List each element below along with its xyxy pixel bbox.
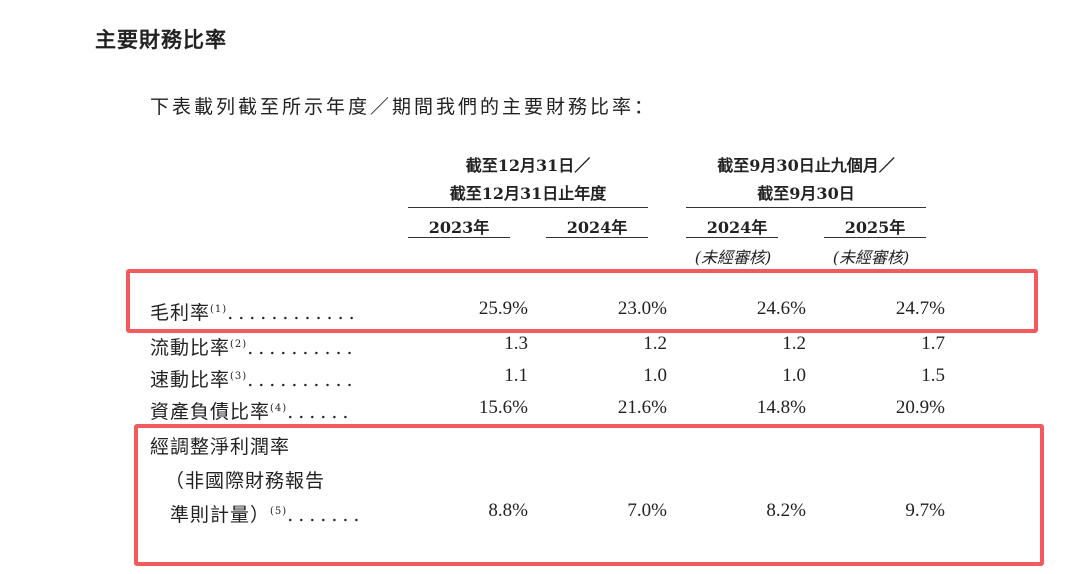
- table-cell: 25.9%: [478, 298, 528, 319]
- column-header: 2024年: [566, 218, 628, 237]
- intro-text: 下表載列截至所示年度／期間我們的主要財務比率：: [150, 96, 657, 118]
- column-header: 2024年: [706, 218, 768, 237]
- table-cell: 1.0: [782, 365, 806, 386]
- table-cell: 1.5: [921, 365, 945, 386]
- row-label-gearing-ratio: 資產負債比率(4)......: [150, 401, 354, 423]
- table-cell: 1.7: [921, 333, 945, 354]
- table-cell: 8.8%: [488, 500, 528, 521]
- row-label-quick-ratio: 速動比率(3)..........: [150, 369, 358, 391]
- table-cell: 14.8%: [756, 397, 806, 418]
- group-header-line2: 截至9月30日: [757, 184, 855, 203]
- table-cell: 7.0%: [627, 500, 667, 521]
- unaudited-note: (未經審核): [832, 248, 910, 267]
- table-cell: 1.2: [782, 333, 806, 354]
- table-cell: 24.6%: [756, 298, 806, 319]
- table-cell: 1.2: [643, 333, 667, 354]
- highlight-box-adjusted-net-margin: [134, 424, 1044, 566]
- column-header: 2025年: [844, 218, 906, 237]
- divider: [686, 237, 778, 238]
- row-label-adjusted-net-margin-line3: 準則計量）(5).......: [170, 504, 365, 526]
- group-header-9m: 截至9月30日止九個月／ 截至9月30日: [686, 152, 926, 208]
- group-header-fy: 截至12月31日／ 截至12月31日止年度: [408, 152, 648, 208]
- table-cell: 8.2%: [766, 500, 806, 521]
- row-label-adjusted-net-margin-line2: （非國際財務報告: [165, 470, 326, 492]
- row-label-adjusted-net-margin: 經調整淨利潤率: [150, 436, 291, 458]
- group-header-line2: 截至12月31日止年度: [449, 184, 607, 203]
- row-label-current-ratio: 流動比率(2)..........: [150, 337, 358, 359]
- table-cell: 9.7%: [905, 500, 945, 521]
- divider: [824, 237, 926, 238]
- table-cell: 1.0: [643, 365, 667, 386]
- table-cell: 21.6%: [617, 397, 667, 418]
- column-header: 2023年: [428, 218, 490, 237]
- row-label-gross-margin: 毛利率(1)............: [150, 302, 360, 324]
- divider: [546, 237, 648, 238]
- group-header-line1: 截至12月31日／: [465, 156, 591, 175]
- unaudited-note: (未經審核): [694, 248, 772, 267]
- table-cell: 1.3: [504, 333, 528, 354]
- table-cell: 24.7%: [895, 298, 945, 319]
- group-header-line1: 截至9月30日止九個月／: [717, 156, 895, 175]
- table-cell: 23.0%: [617, 298, 667, 319]
- divider: [408, 207, 648, 208]
- table-cell: 1.1: [504, 365, 528, 386]
- section-title: 主要財務比率: [95, 28, 227, 52]
- divider: [686, 207, 926, 208]
- table-cell: 20.9%: [895, 397, 945, 418]
- divider: [408, 237, 510, 238]
- highlight-box-gross-margin: [126, 269, 1038, 333]
- table-cell: 15.6%: [478, 397, 528, 418]
